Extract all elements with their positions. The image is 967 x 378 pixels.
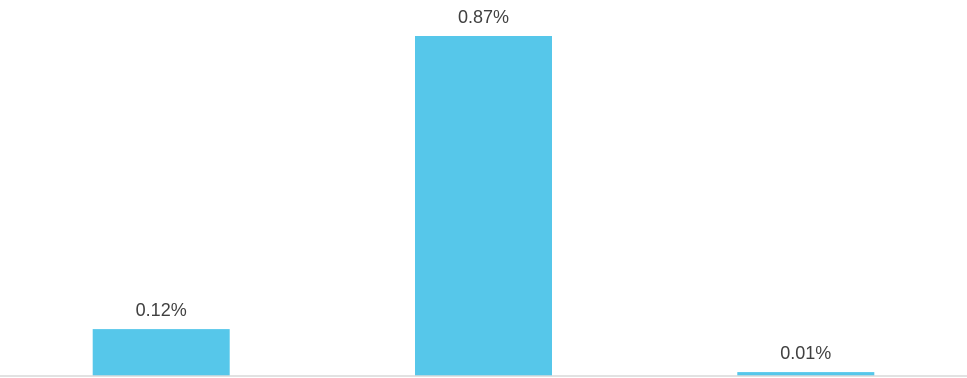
data-label-3: 0.01%: [780, 343, 831, 363]
data-label-1: 0.12%: [136, 300, 187, 320]
data-labels-group: 0.12% 0.87% 0.01%: [136, 7, 832, 363]
bar-1: [92, 329, 230, 376]
bars-group: [92, 36, 875, 376]
bar-2: [415, 36, 552, 376]
data-label-2: 0.87%: [458, 7, 509, 27]
bar-3: [737, 372, 875, 376]
